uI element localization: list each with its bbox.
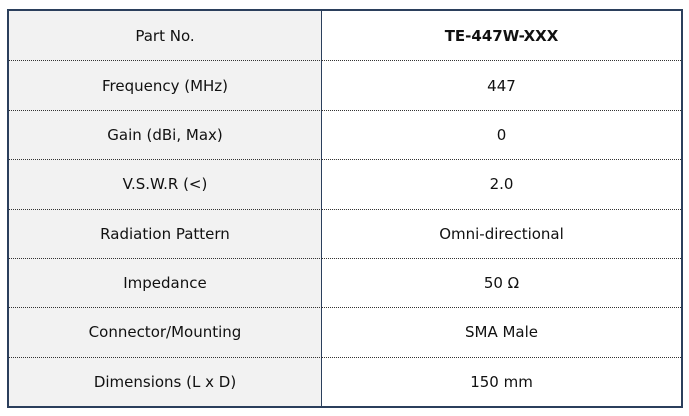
row-value: 150 mm [322,356,681,406]
row-label: Part No. [9,11,322,61]
row-value: 50 Ω [322,257,681,308]
row-value: TE-447W-XXX [322,11,681,61]
row-label: V.S.W.R (<) [9,159,322,209]
row-label: Frequency (MHz) [9,60,322,110]
row-value: 0 [322,109,681,160]
row-label: Gain (dBi, Max) [9,109,322,160]
spec-table: Part No. TE-447W-XXX Frequency (MHz) 447 Gai… [7,9,683,408]
row-value: 447 [322,60,681,110]
row-label: Connector/Mounting [9,307,322,357]
row-label: Impedance [9,257,322,308]
row-label: Dimensions (L x D) [9,356,322,406]
row-value: 2.0 [322,159,681,209]
row-value: SMA Male [322,307,681,357]
row-label: Radiation Pattern [9,208,322,258]
row-value: Omni-directional [322,208,681,258]
